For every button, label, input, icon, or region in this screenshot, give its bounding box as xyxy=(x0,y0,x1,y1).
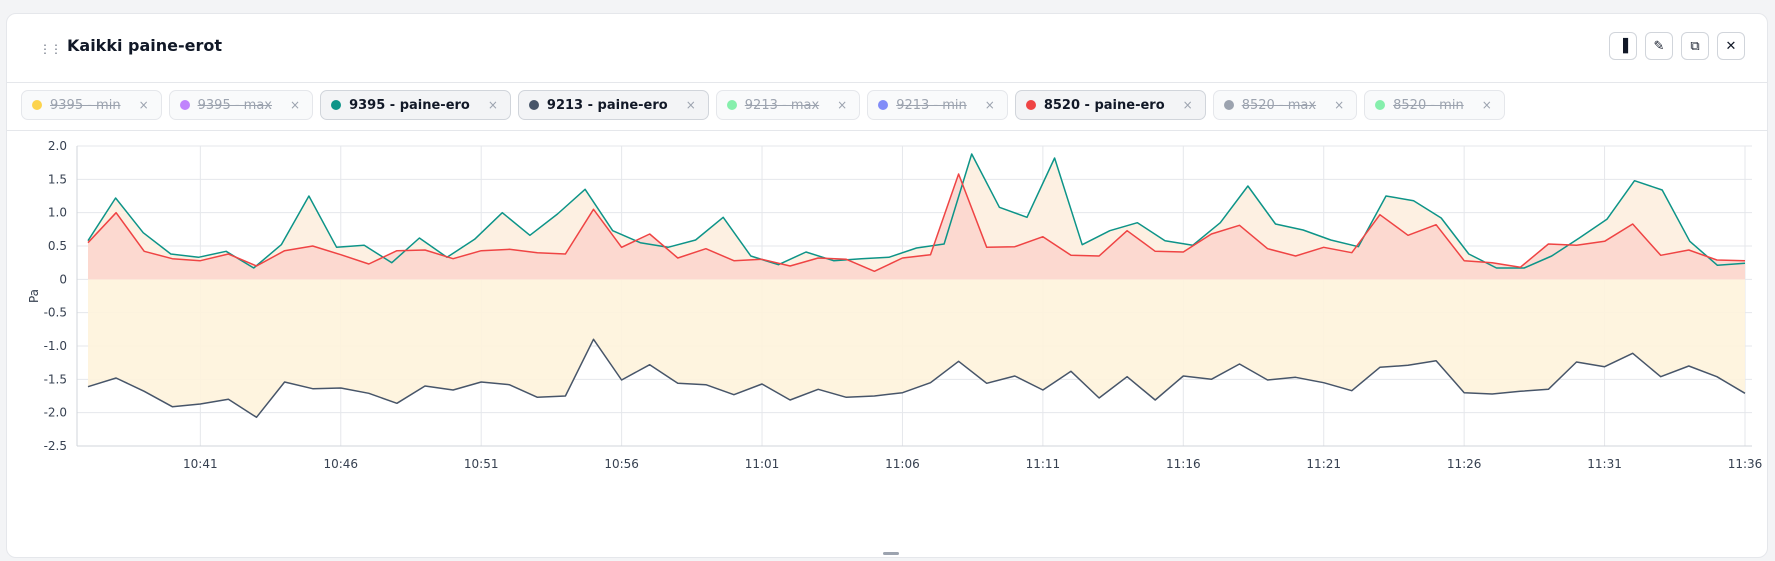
remove-series-icon[interactable]: × xyxy=(487,98,498,112)
legend-item[interactable]: 8520 - paine-ero × xyxy=(1014,90,1206,120)
y-tick-label: -1.0 xyxy=(44,339,67,353)
series-line xyxy=(87,338,1746,419)
chart-panel: ⋮⋮ Kaikki paine-erot ▐ ✎ ⧉ ✕ 9395 - min ×… xyxy=(6,13,1768,558)
close-icon: ✕ xyxy=(1725,38,1737,54)
legend-item[interactable]: 9213 - max × xyxy=(715,90,861,120)
series-line xyxy=(87,173,1746,273)
legend-item[interactable]: 9213 - min × xyxy=(867,90,1008,120)
legend-label: 8520 - paine-ero xyxy=(1043,97,1165,113)
series-legend: 9395 - min × 9395 - max × 9395 - paine-ero × 9… xyxy=(21,90,1505,120)
series-color-dot xyxy=(1025,100,1036,110)
x-tick-label: 11:06 xyxy=(885,457,920,471)
legend-label: 9213 - max xyxy=(744,97,820,113)
panel-header: ⋮⋮ Kaikki paine-erot ▐ ✎ ⧉ ✕ xyxy=(7,14,1767,83)
series-fill-9213 xyxy=(88,279,1745,418)
x-tick-label: 10:56 xyxy=(604,457,639,471)
chart-type-button[interactable]: ▐ xyxy=(1609,32,1637,60)
legend-item[interactable]: 9395 - paine-ero × xyxy=(320,90,511,120)
panel-toolbar: ▐ ✎ ⧉ ✕ xyxy=(1609,32,1745,60)
series-color-dot xyxy=(1223,100,1234,110)
legend-label: 9395 - min xyxy=(50,97,121,113)
series-color-dot xyxy=(528,100,539,110)
series-color-dot xyxy=(1375,100,1386,110)
x-tick-label: 10:41 xyxy=(183,457,218,471)
x-tick-label: 11:21 xyxy=(1306,457,1341,471)
remove-series-icon[interactable]: × xyxy=(837,98,848,112)
series-color-dot xyxy=(179,100,190,110)
y-tick-label: 2.0 xyxy=(48,139,67,153)
series-color-dot xyxy=(32,100,42,110)
legend-label: 9213 - paine-ero xyxy=(546,97,668,113)
remove-series-icon[interactable]: × xyxy=(1334,98,1345,112)
x-tick-label: 11:26 xyxy=(1447,457,1482,471)
x-tick-label: 11:11 xyxy=(1026,457,1061,471)
y-tick-label: 1.5 xyxy=(48,172,67,186)
legend-label: 9395 - max xyxy=(197,97,272,113)
drag-handle-icon[interactable]: ⋮⋮ xyxy=(39,42,62,56)
series-color-dot xyxy=(878,100,889,110)
legend-label: 9395 - paine-ero xyxy=(349,97,470,113)
x-tick-label: 10:51 xyxy=(464,457,499,471)
y-axis-label: Pa xyxy=(27,289,41,303)
legend-item[interactable]: 9395 - max × xyxy=(168,90,314,120)
x-tick-label: 10:46 xyxy=(323,457,358,471)
line-chart: 2.0 1.5 1.0 0.5 0 -0.5 -1.0 -1.5 -2.0 -2.5 10:41 10… xyxy=(27,139,1763,471)
remove-series-icon[interactable]: × xyxy=(685,98,696,112)
remove-series-icon[interactable]: × xyxy=(290,98,301,112)
y-tick-label: -0.5 xyxy=(44,306,67,320)
y-tick-label: -1.5 xyxy=(44,372,67,386)
x-tick-label: 11:31 xyxy=(1587,457,1622,471)
y-tick-label: 1.0 xyxy=(48,206,67,220)
legend-label: 9213 - min xyxy=(896,97,967,113)
close-button[interactable]: ✕ xyxy=(1717,32,1745,60)
resize-handle[interactable] xyxy=(883,552,899,555)
legend-item[interactable]: 9213 - paine-ero × xyxy=(517,90,709,120)
x-tick-label: 11:36 xyxy=(1728,457,1763,471)
duplicate-button[interactable]: ⧉ xyxy=(1681,32,1709,60)
y-tick-label: -2.0 xyxy=(44,406,67,420)
series-line xyxy=(87,153,1746,269)
legend-label: 8520 - max xyxy=(1241,97,1317,113)
y-tick-label: -2.5 xyxy=(44,439,67,453)
edit-icon: ✎ xyxy=(1653,38,1665,54)
remove-series-icon[interactable]: × xyxy=(138,98,149,112)
x-tick-label: 11:01 xyxy=(745,457,780,471)
legend-item[interactable]: 8520 - min × xyxy=(1364,90,1505,120)
x-tick-label: 11:16 xyxy=(1166,457,1201,471)
series-color-dot xyxy=(726,100,737,110)
legend-label: 8520 - min xyxy=(1393,97,1464,113)
legend-item[interactable]: 9395 - min × xyxy=(21,90,162,120)
remove-series-icon[interactable]: × xyxy=(1481,98,1492,112)
y-tick-label: 0 xyxy=(59,272,67,286)
bar-chart-icon: ▐ xyxy=(1618,38,1628,54)
legend-item[interactable]: 8520 - max × xyxy=(1212,90,1358,120)
edit-button[interactable]: ✎ xyxy=(1645,32,1673,60)
y-tick-label: 0.5 xyxy=(48,239,67,253)
series-color-dot xyxy=(331,100,342,110)
divider xyxy=(7,130,1767,131)
series-fill-8520 xyxy=(88,174,1745,280)
panel-title: Kaikki paine-erot xyxy=(67,36,223,55)
copy-icon: ⧉ xyxy=(1690,38,1700,54)
remove-series-icon[interactable]: × xyxy=(1182,98,1193,112)
remove-series-icon[interactable]: × xyxy=(984,98,995,112)
